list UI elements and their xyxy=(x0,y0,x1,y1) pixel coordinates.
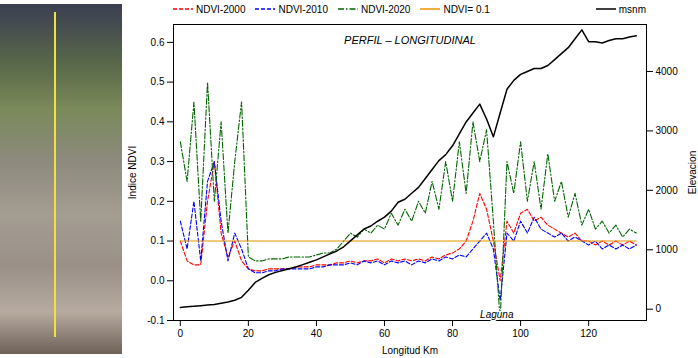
svg-text:2000: 2000 xyxy=(656,185,679,196)
svg-text:0.3: 0.3 xyxy=(151,156,165,167)
svg-text:Laguna: Laguna xyxy=(480,309,514,320)
html-text:NDVI-2010: NDVI-2010 xyxy=(278,3,328,15)
html-text:msnm: msnm xyxy=(618,3,646,15)
svg-text:0: 0 xyxy=(178,328,184,339)
svg-text:0.5: 0.5 xyxy=(151,76,165,87)
svg-text:4000: 4000 xyxy=(656,66,679,77)
svg-text:1000: 1000 xyxy=(656,244,679,255)
svg-text:80: 80 xyxy=(447,328,459,339)
svg-text:PERFIL – LONGITUDINAL: PERFIL – LONGITUDINAL xyxy=(344,34,476,46)
svg-text:100: 100 xyxy=(512,328,529,339)
svg-text:0.2: 0.2 xyxy=(151,196,165,207)
html-text:NDVI= 0.1: NDVI= 0.1 xyxy=(443,3,490,15)
svg-text:20: 20 xyxy=(243,328,255,339)
svg-text:0: 0 xyxy=(656,303,662,314)
svg-text:3000: 3000 xyxy=(656,125,679,136)
svg-text:-0.1: -0.1 xyxy=(147,315,165,326)
svg-text:Elevacion: Elevacion xyxy=(687,151,698,194)
svg-text:0.6: 0.6 xyxy=(151,37,165,48)
svg-text:0.0: 0.0 xyxy=(151,275,165,286)
html-text:NDVI-2000: NDVI-2000 xyxy=(196,3,246,15)
svg-text:Indice NDVI: Indice NDVI xyxy=(127,146,138,199)
svg-text:Longitud Km: Longitud Km xyxy=(382,345,438,356)
svg-text:0.4: 0.4 xyxy=(151,116,165,127)
svg-text:40: 40 xyxy=(311,328,323,339)
svg-text:60: 60 xyxy=(379,328,391,339)
svg-text:120: 120 xyxy=(580,328,597,339)
html-text:NDVI-2020: NDVI-2020 xyxy=(360,3,411,15)
svg-text:0.1: 0.1 xyxy=(151,235,165,246)
